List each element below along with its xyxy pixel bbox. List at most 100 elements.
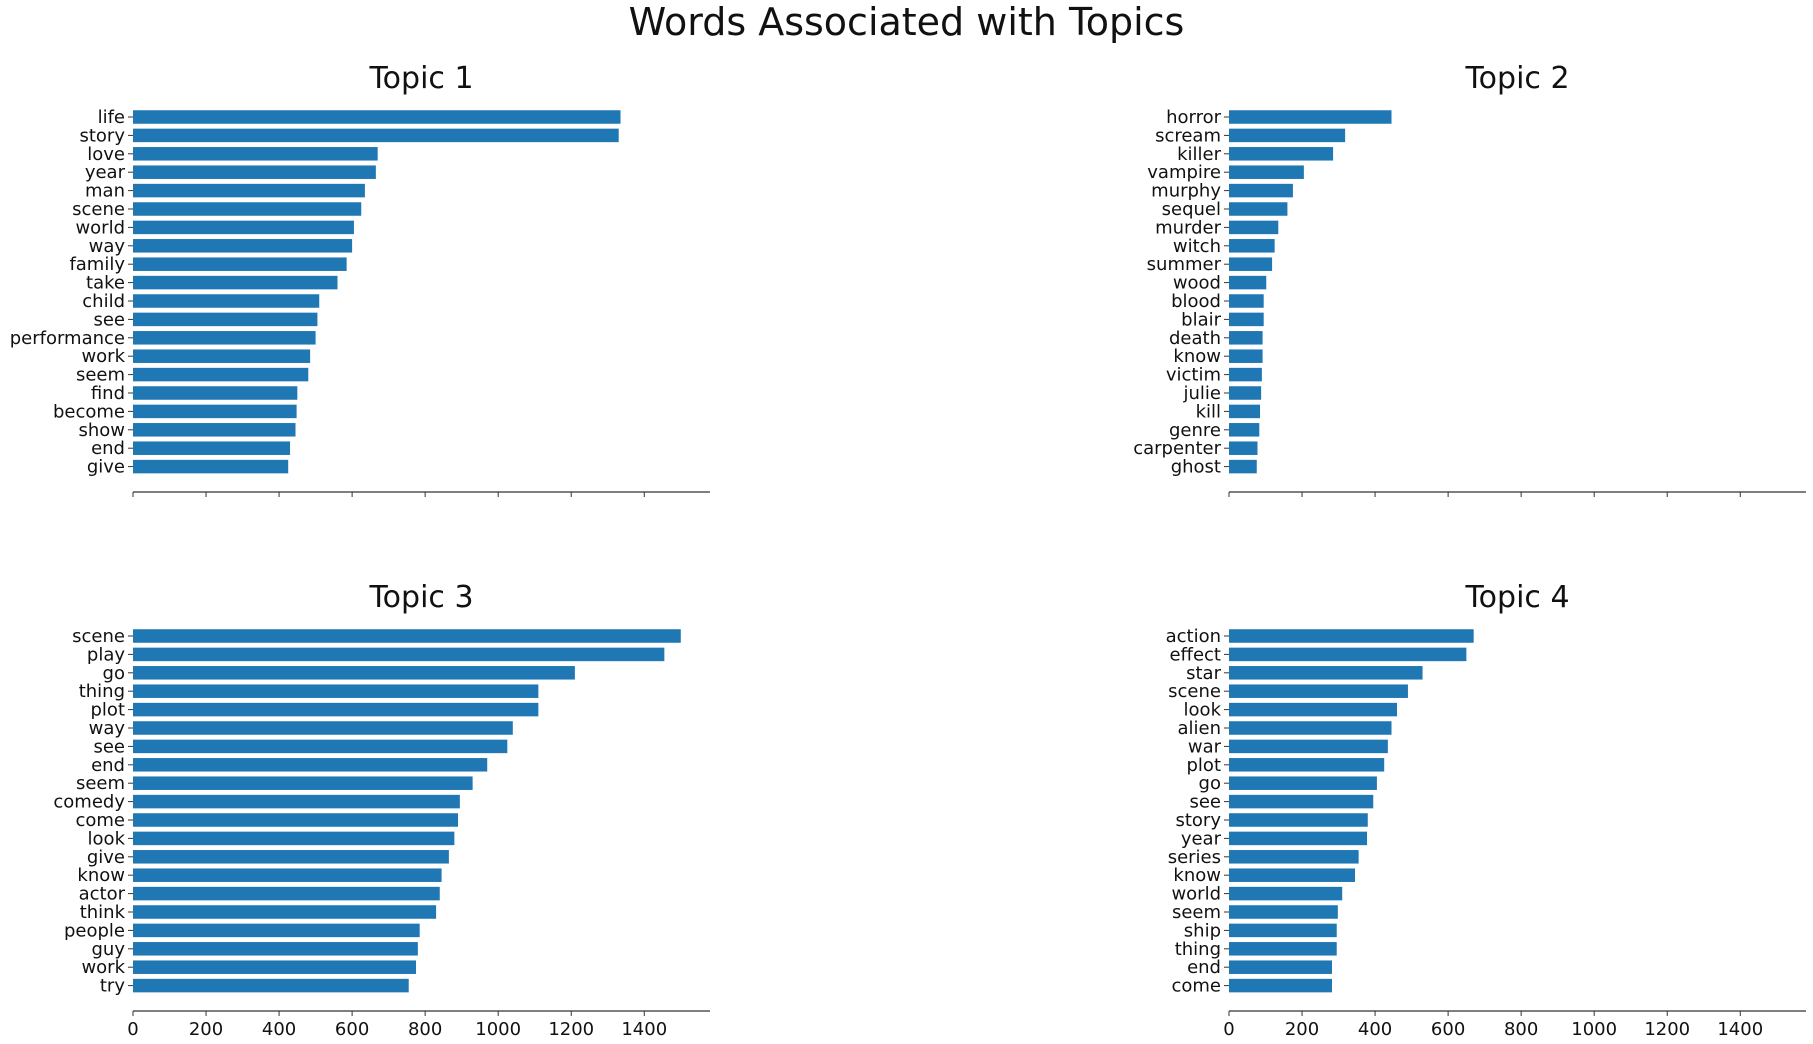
category-label: thing [1175,939,1221,960]
category-label: plot [91,700,126,721]
subplot-title: Topic 3 [368,580,473,615]
x-tick-label: 1000 [475,1019,521,1040]
category-label: family [69,254,125,275]
bar [1229,629,1474,643]
category-label: julie [1183,383,1222,404]
bar [1229,794,1374,809]
bar [1229,942,1337,956]
category-label: work [81,346,125,367]
category-label: scene [72,626,125,647]
category-label: man [85,181,125,202]
bar [1229,441,1258,455]
category-label: think [80,902,126,923]
bar [1229,294,1264,308]
bar [133,629,681,643]
category-label: world [75,217,125,238]
bar [1229,183,1293,198]
bar [1229,423,1260,437]
bar [1229,702,1397,717]
bar [1229,905,1338,919]
bar [133,441,291,455]
bar [133,850,449,864]
bar [1229,850,1359,864]
bar [133,794,460,809]
category-label: war [1188,736,1222,757]
category-label: murphy [1151,181,1221,202]
x-tick-label: 1400 [1717,1019,1763,1040]
category-label: see [93,309,125,330]
bar [133,684,539,698]
category-label: killer [1177,144,1222,165]
bar [133,367,309,382]
category-label: life [98,107,125,128]
category-label: year [1181,828,1222,849]
category-label: vampire [1147,162,1221,183]
bar [133,868,442,882]
category-label: go [1199,773,1221,794]
bar [1229,923,1337,938]
category-label: give [87,847,125,868]
bar [133,721,513,735]
bar [133,147,378,161]
bar [133,404,297,419]
category-label: come [75,810,125,831]
x-tick-label: 800 [408,1019,442,1040]
bar [1229,128,1346,143]
category-label: kill [1196,401,1221,422]
bar [133,165,376,179]
category-label: try [100,976,125,997]
x-tick-label: 600 [1431,1019,1465,1040]
bar [1229,386,1262,400]
x-tick-label: 600 [335,1019,369,1040]
category-label: actor [79,884,126,905]
bar [1229,647,1467,662]
category-label: thing [79,681,125,702]
category-label: guy [92,939,126,960]
category-label: become [53,401,125,422]
category-label: horror [1166,107,1222,128]
category-label: blair [1181,309,1221,330]
bar [1229,459,1257,474]
x-tick-label: 0 [1223,1019,1234,1040]
bar [133,647,665,662]
bar [1229,147,1334,161]
bar [1229,868,1355,882]
bar [1229,331,1263,345]
category-label: death [1169,328,1221,349]
category-label: end [1187,957,1221,978]
category-label: story [79,125,125,146]
category-label: way [89,718,126,739]
category-label: victim [1166,365,1221,386]
category-label: come [1171,976,1221,997]
category-label: story [1175,810,1221,831]
category-label: play [87,644,125,665]
bar [1229,220,1279,235]
category-label: know [1173,346,1221,367]
subplot-title: Topic 1 [368,61,473,96]
category-label: murder [1155,217,1222,238]
category-label: look [1184,700,1222,721]
bar [133,239,353,253]
bar [133,978,409,993]
bar [1229,886,1343,901]
bar [133,702,539,717]
bar [1229,758,1385,772]
category-label: wood [1173,273,1221,294]
bar [133,758,488,772]
category-label: love [87,144,125,165]
category-label: give [87,457,125,478]
bar [1229,739,1388,754]
bar [1229,275,1267,290]
bar [1229,110,1392,124]
category-label: sequel [1162,199,1221,220]
bar [1229,666,1423,680]
bar [133,275,338,290]
category-label: go [103,663,125,684]
subplot-title: Topic 2 [1464,61,1569,96]
category-label: ghost [1171,457,1221,478]
bar [133,776,473,790]
bar [133,923,420,938]
bar [133,220,354,235]
bar [1229,978,1332,993]
bar [1229,202,1288,216]
